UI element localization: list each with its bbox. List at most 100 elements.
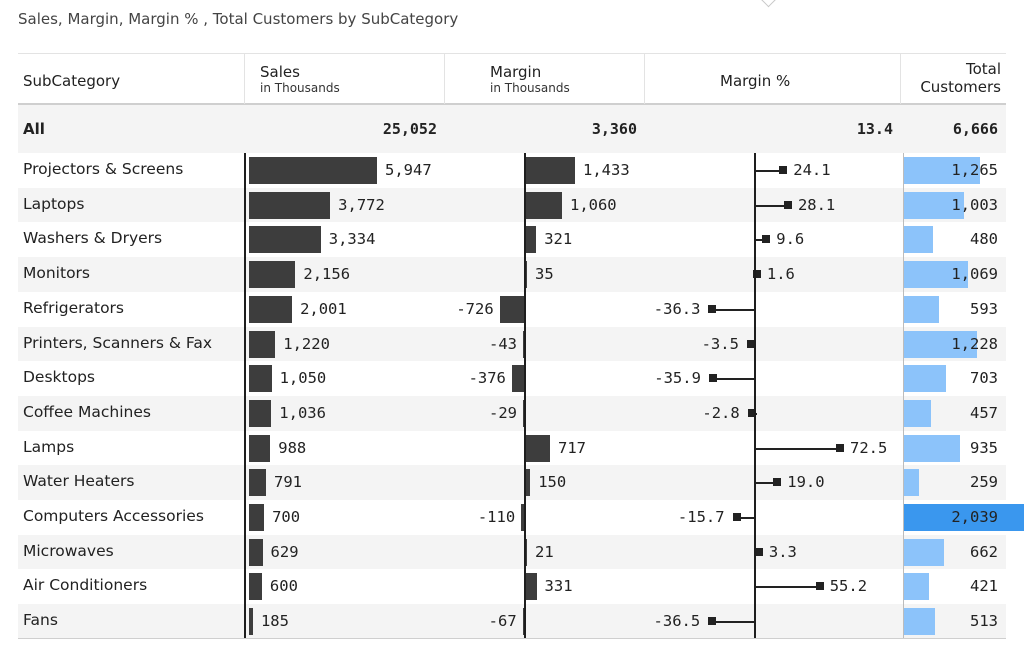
margin-pct-marker [754,547,763,556]
margin-pct-marker [773,478,782,487]
header-sales-unit: in Thousands [260,81,340,95]
table-row[interactable]: Monitors 2,156 35 1.6 1,069 [18,257,1006,292]
sales-axis [244,153,246,639]
customers-bar [904,365,947,393]
margin-value: 150 [538,473,567,492]
sales-value: 3,334 [328,230,376,249]
margin-bar [511,365,525,393]
margin-pct-marker [779,166,788,174]
margin-pct-value: 55.2 [829,577,868,596]
customers-value: 2,039 [951,508,998,526]
table-row[interactable]: Washers & Dryers 3,334 321 9.6 480 [18,222,1006,257]
header-sales[interactable]: Sales in Thousands [244,54,444,104]
margin-bar [525,226,537,254]
header-subcategory[interactable]: SubCategory [18,54,244,104]
table-row[interactable]: Desktops 1,050 -376 -35.9 703 [18,361,1006,396]
table-visual: SubCategory Sales in Thousands Margin in… [18,53,1024,639]
table-row[interactable]: Coffee Machines 1,036 -29 -2.8 457 [18,395,1006,431]
margin-bar [499,295,525,323]
subcategory-label: Fans [23,611,58,630]
customers-value: 593 [970,299,998,318]
customers-bar [904,538,944,566]
table-row[interactable]: Microwaves 629 21 3.3 662 [18,534,1006,570]
margin-pct-value: 24.1 [793,161,831,179]
header-margin-pct[interactable]: Margin % [644,54,900,104]
margin-value: -726 [456,299,494,318]
customers-bar [904,295,940,323]
customers-bar [904,399,932,427]
margin-pct-value: -15.7 [677,508,725,526]
header-customers[interactable]: Total Customers [900,54,1006,104]
customers-axis [903,153,904,639]
margin-pct-marker [746,339,755,348]
sales-bar [249,573,262,601]
table-row[interactable]: Water Heaters 791 150 19.0 259 [18,465,1006,500]
margin-zero-axis [524,153,526,639]
table-row[interactable]: Air Conditioners 600 331 55.2 421 [18,569,1006,604]
margin-pct-line [740,517,755,519]
customers-bar [904,434,960,462]
customers-bar [904,608,935,636]
sales-value: 988 [278,438,307,457]
margin-pct-value: -3.5 [701,334,739,353]
margin-value: -67 [488,612,517,631]
sales-bar [249,157,377,184]
sales-bar [249,608,253,636]
subcategory-label: Printers, Scanners & Fax [23,333,213,352]
sales-bar [249,434,271,462]
table-row[interactable]: Laptops 3,772 1,060 28.1 1,003 [18,187,1006,223]
margin-value: -110 [477,508,516,526]
subcategory-label: Air Conditioners [23,576,148,595]
sales-value: 600 [269,577,298,596]
customers-value: 1,228 [951,334,998,353]
subcategory-label: Refrigerators [23,298,124,317]
totals-margin: 3,360 [591,120,637,138]
sales-value: 2,156 [303,265,351,284]
customers-bar [904,330,978,358]
focus-mode-icon[interactable] [760,0,777,8]
sales-bar [249,295,293,323]
margin-value: 21 [535,542,554,561]
subcategory-label: Washers & Dryers [23,229,163,248]
margin-pct-line [716,308,755,311]
margin-value: 331 [544,577,573,596]
sales-value: 700 [272,508,301,526]
sales-value: 3,772 [338,195,385,214]
table-row[interactable]: Refrigerators 2,001 -726 -36.3 593 [18,292,1006,327]
customers-bar [904,504,1024,531]
sales-value: 1,036 [279,403,326,422]
margin-value: -376 [468,369,506,388]
customers-bar [904,226,933,254]
header-subcategory-label: SubCategory [23,72,121,90]
header-sales-label: Sales [260,63,300,81]
totals-label: All [23,120,45,138]
margin-pct-value: 3.3 [768,542,797,561]
totals-margin-pct: 13.4 [856,120,893,138]
subcategory-label: Projectors & Screens [23,160,184,178]
table-row[interactable]: Fans 185 -67 -36.5 513 [18,604,1006,639]
customers-value: 703 [970,369,998,388]
margin-pct-line [755,447,836,450]
table-row[interactable]: Computers Accessories 700 -110 -15.7 2,039 [18,500,1024,535]
margin-pct-line [755,239,763,242]
margin-pct-marker [732,513,741,521]
margin-pct-value: 28.1 [797,195,836,214]
totals-row[interactable]: All 25,052 3,360 13.4 6,666 [18,105,1006,153]
header-margin[interactable]: Margin in Thousands [444,54,644,104]
margin-pct-marker [708,617,717,626]
margin-value: 321 [544,230,573,249]
sales-value: 629 [270,542,299,561]
table-bottom-border [18,638,1006,639]
margin-value: -29 [489,403,517,422]
customers-bar [904,261,968,289]
customers-value: 259 [970,473,998,492]
margin-pct-zero-axis [754,153,756,639]
table-row[interactable]: Projectors & Screens 5,947 1,433 24.1 1,265 [18,153,1006,188]
table-row[interactable]: Printers, Scanners & Fax 1,220 -43 -3.5 1,22… [18,326,1006,362]
table-row[interactable]: Lamps 988 717 72.5 935 [18,431,1006,466]
totals-sales: 25,052 [382,120,437,138]
subcategory-label: Water Heaters [23,472,135,491]
customers-value: 421 [970,577,998,596]
margin-pct-value: -2.8 [702,403,740,422]
subcategory-label: Laptops [23,194,85,213]
